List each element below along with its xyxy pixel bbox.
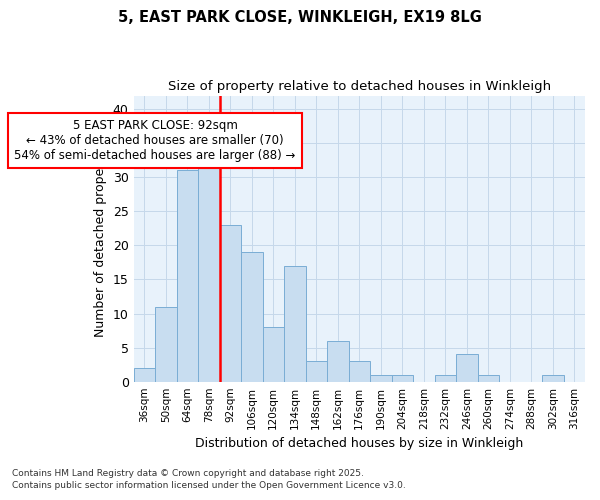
- Y-axis label: Number of detached properties: Number of detached properties: [94, 140, 107, 337]
- Bar: [305, 361, 327, 382]
- Bar: [134, 368, 155, 382]
- Bar: [220, 225, 241, 382]
- Text: 5, EAST PARK CLOSE, WINKLEIGH, EX19 8LG: 5, EAST PARK CLOSE, WINKLEIGH, EX19 8LG: [118, 10, 482, 25]
- Bar: [284, 266, 305, 382]
- Bar: [176, 170, 198, 382]
- Bar: [542, 375, 563, 382]
- Bar: [263, 327, 284, 382]
- Title: Size of property relative to detached houses in Winkleigh: Size of property relative to detached ho…: [168, 80, 551, 93]
- Bar: [370, 375, 392, 382]
- Text: 5 EAST PARK CLOSE: 92sqm
← 43% of detached houses are smaller (70)
54% of semi-d: 5 EAST PARK CLOSE: 92sqm ← 43% of detach…: [14, 120, 296, 162]
- Bar: [327, 341, 349, 382]
- Text: Contains HM Land Registry data © Crown copyright and database right 2025.
Contai: Contains HM Land Registry data © Crown c…: [12, 469, 406, 490]
- Bar: [198, 164, 220, 382]
- Bar: [392, 375, 413, 382]
- Bar: [434, 375, 456, 382]
- Bar: [478, 375, 499, 382]
- X-axis label: Distribution of detached houses by size in Winkleigh: Distribution of detached houses by size …: [195, 437, 523, 450]
- Bar: [155, 306, 176, 382]
- Bar: [241, 252, 263, 382]
- Bar: [349, 361, 370, 382]
- Bar: [456, 354, 478, 382]
